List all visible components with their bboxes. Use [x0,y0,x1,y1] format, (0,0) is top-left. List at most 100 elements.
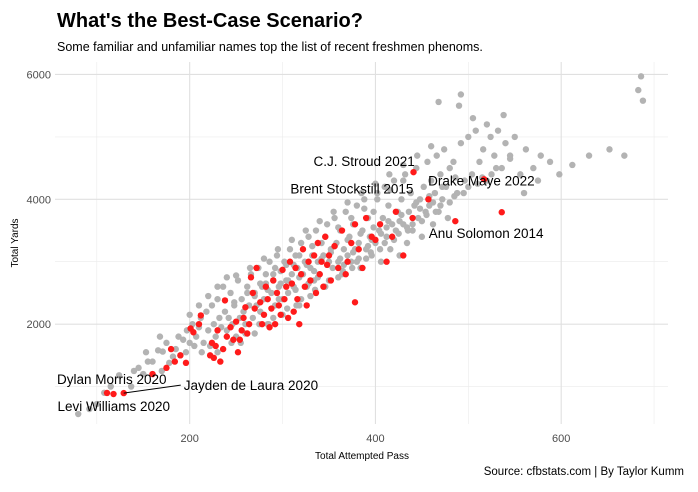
player-point [429,221,437,228]
freshman-point [452,217,459,225]
player-point [175,333,182,340]
player-point [405,208,413,215]
player-point [297,239,305,247]
player-point [342,208,349,215]
player-point [266,258,273,265]
player-point [172,345,179,353]
player-point [498,164,505,172]
player-point [331,214,338,222]
player-point [472,127,479,134]
freshman-point [273,289,281,297]
player-point [251,330,258,337]
player-point [221,308,229,315]
freshman-point [284,314,292,322]
player-point [344,252,351,259]
player-point [203,308,210,315]
player-point [305,233,312,240]
freshman-point [301,283,309,290]
freshman-point [214,327,221,334]
freshman-point [197,312,205,319]
freshman-point [351,221,359,228]
player-point [283,305,291,312]
player-point [424,158,431,166]
freshman-point [103,389,111,397]
player-point [457,139,465,147]
player-point [357,230,364,237]
freshman-point [400,252,407,259]
freshman-point [299,246,307,253]
player-point [476,158,483,166]
player-point [362,255,370,262]
freshman-point [286,258,294,265]
player-point [195,302,203,309]
player-point [556,171,563,178]
freshman-point [258,320,266,328]
freshman-point [342,271,349,278]
player-point [296,252,303,259]
player-point [355,255,362,262]
freshman-point [249,289,257,297]
player-point [191,342,198,350]
chart-caption: Source: cfbstats.com | By Taylor Kumm [483,466,684,478]
player-point [271,264,279,272]
player-point [506,155,514,162]
freshman-point [264,295,271,303]
player-point [244,289,251,297]
player-point [374,189,381,197]
player-point [401,171,409,178]
x-tick-label: 200 [180,433,198,445]
tick-labels: 200 400 600 2000 4000 6000 [27,69,571,445]
player-point [637,73,645,80]
player-point [522,146,530,153]
freshman-point [219,345,227,353]
player-point [413,199,420,206]
player-point [273,252,281,259]
player-point [166,359,173,367]
player-point [140,370,147,378]
player-point [130,367,138,375]
freshman-point [232,318,240,325]
player-point [358,189,365,197]
player-point [302,227,309,234]
player-point [348,214,355,222]
player-point [418,217,426,225]
player-point [465,133,472,141]
player-point [387,246,394,253]
player-point [395,230,402,237]
freshman-point [290,308,297,315]
player-point [292,286,299,294]
player-point [225,314,232,322]
player-point [409,221,416,228]
chart-title: What's the Best-Case Scenario? [57,10,363,32]
freshman-point [236,336,244,343]
player-point [231,299,238,306]
annotation-label: Dylan Morris 2020 [57,372,167,387]
player-point [353,202,361,209]
player-point [364,242,372,250]
player-point [386,171,393,178]
player-point [398,211,405,219]
player-point [465,183,472,191]
player-point [416,205,424,212]
freshman-point [372,236,379,244]
player-point [423,211,430,219]
player-point [468,171,476,178]
player-point [135,364,142,372]
player-point [142,349,150,356]
player-point [227,289,234,297]
player-point [488,171,495,178]
player-point [127,383,135,390]
freshman-point [288,280,296,287]
annotation-leader-line [123,384,181,394]
player-point [349,249,357,256]
freshman-point [425,196,432,203]
player-point [210,320,218,328]
freshman-point [227,324,234,331]
x-tick-label: 400 [366,433,384,445]
y-axis-title: Total Yards [10,218,21,267]
freshman-point [177,352,184,359]
player-point [534,177,542,184]
freshman-point [270,277,277,284]
freshman-point [303,302,310,309]
